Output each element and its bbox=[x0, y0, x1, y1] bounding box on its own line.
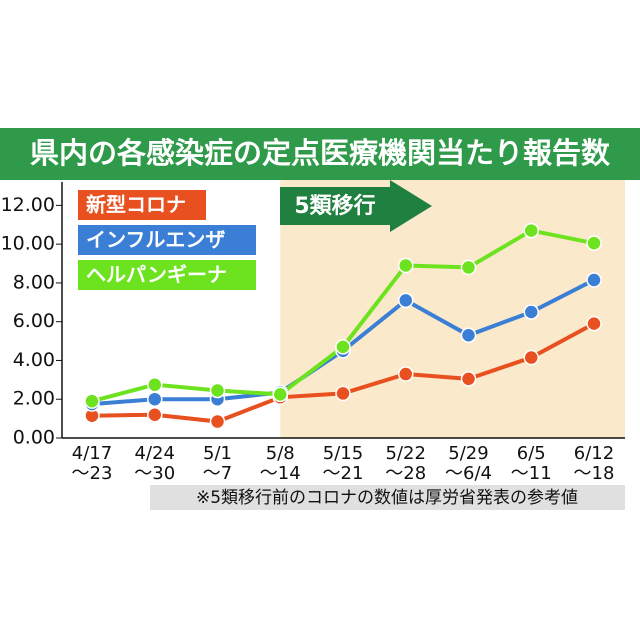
point bbox=[147, 391, 163, 407]
annotation: 5類移行 bbox=[294, 193, 375, 219]
x-tick-label: 5/29 bbox=[448, 443, 488, 464]
y-tick-label: 8.00 bbox=[13, 271, 55, 293]
x-tick-label: 〜14 bbox=[260, 463, 301, 484]
point bbox=[523, 304, 539, 320]
point bbox=[335, 385, 351, 402]
point bbox=[398, 366, 414, 382]
point bbox=[586, 235, 602, 251]
y-tick-label: 12.00 bbox=[1, 194, 55, 216]
point bbox=[460, 371, 477, 387]
y-tick-label: 0.00 bbox=[13, 427, 55, 449]
chart-title: 県内の各感染症の定点医療機関当たり報告数 bbox=[30, 136, 611, 170]
x-tick-label: 4/24 bbox=[135, 443, 175, 464]
x-tick-label: 6/5 bbox=[517, 443, 546, 464]
point bbox=[209, 413, 226, 430]
x-tick-label: 4/17 bbox=[72, 443, 112, 464]
legend-swatch bbox=[78, 225, 256, 255]
point bbox=[586, 315, 602, 332]
x-tick-label: 〜18 bbox=[574, 463, 615, 484]
x-tick-label: 5/15 bbox=[323, 443, 363, 464]
y-tick-label: 10.00 bbox=[1, 233, 55, 255]
legend-swatch bbox=[78, 190, 206, 220]
footnote-bg bbox=[150, 485, 625, 510]
point bbox=[209, 382, 226, 399]
x-tick-label: 〜6/4 bbox=[445, 463, 492, 484]
legend-label: 新型コロナ bbox=[86, 193, 186, 217]
y-tick-label: 2.00 bbox=[13, 388, 55, 410]
x-tick-label: 5/8 bbox=[266, 443, 295, 464]
x-tick-label: 〜21 bbox=[323, 463, 364, 484]
x-tick-label: 〜7 bbox=[203, 463, 232, 484]
x-tick-label: 〜30 bbox=[134, 463, 175, 484]
point bbox=[460, 327, 477, 344]
point bbox=[335, 339, 351, 355]
x-tick-label: 〜11 bbox=[511, 463, 552, 484]
x-tick-label: 〜23 bbox=[72, 463, 113, 484]
footnote: ※5類移行前のコロナの数値は厚労省発表の参考値 bbox=[196, 488, 578, 508]
legend-swatch bbox=[78, 260, 256, 290]
point bbox=[460, 259, 477, 276]
annotation-arrow bbox=[280, 180, 432, 232]
legend-label: インフルエンザ bbox=[86, 228, 225, 252]
point bbox=[147, 406, 163, 423]
x-tick-label: 6/12 bbox=[574, 443, 614, 464]
legend-label: ヘルパンギーナ bbox=[86, 263, 227, 287]
point bbox=[586, 272, 602, 288]
point bbox=[398, 292, 414, 309]
y-tick-label: 4.00 bbox=[13, 349, 55, 371]
title-bar bbox=[0, 128, 640, 180]
x-tick-label: 5/22 bbox=[386, 443, 426, 464]
y-tick-label: 6.00 bbox=[13, 310, 55, 332]
point bbox=[272, 386, 288, 403]
point bbox=[523, 222, 539, 239]
point bbox=[84, 393, 100, 409]
point bbox=[523, 349, 539, 366]
x-tick-label: 5/1 bbox=[203, 443, 232, 464]
point bbox=[147, 376, 163, 393]
point bbox=[398, 257, 414, 274]
x-tick-label: 〜28 bbox=[385, 463, 426, 484]
